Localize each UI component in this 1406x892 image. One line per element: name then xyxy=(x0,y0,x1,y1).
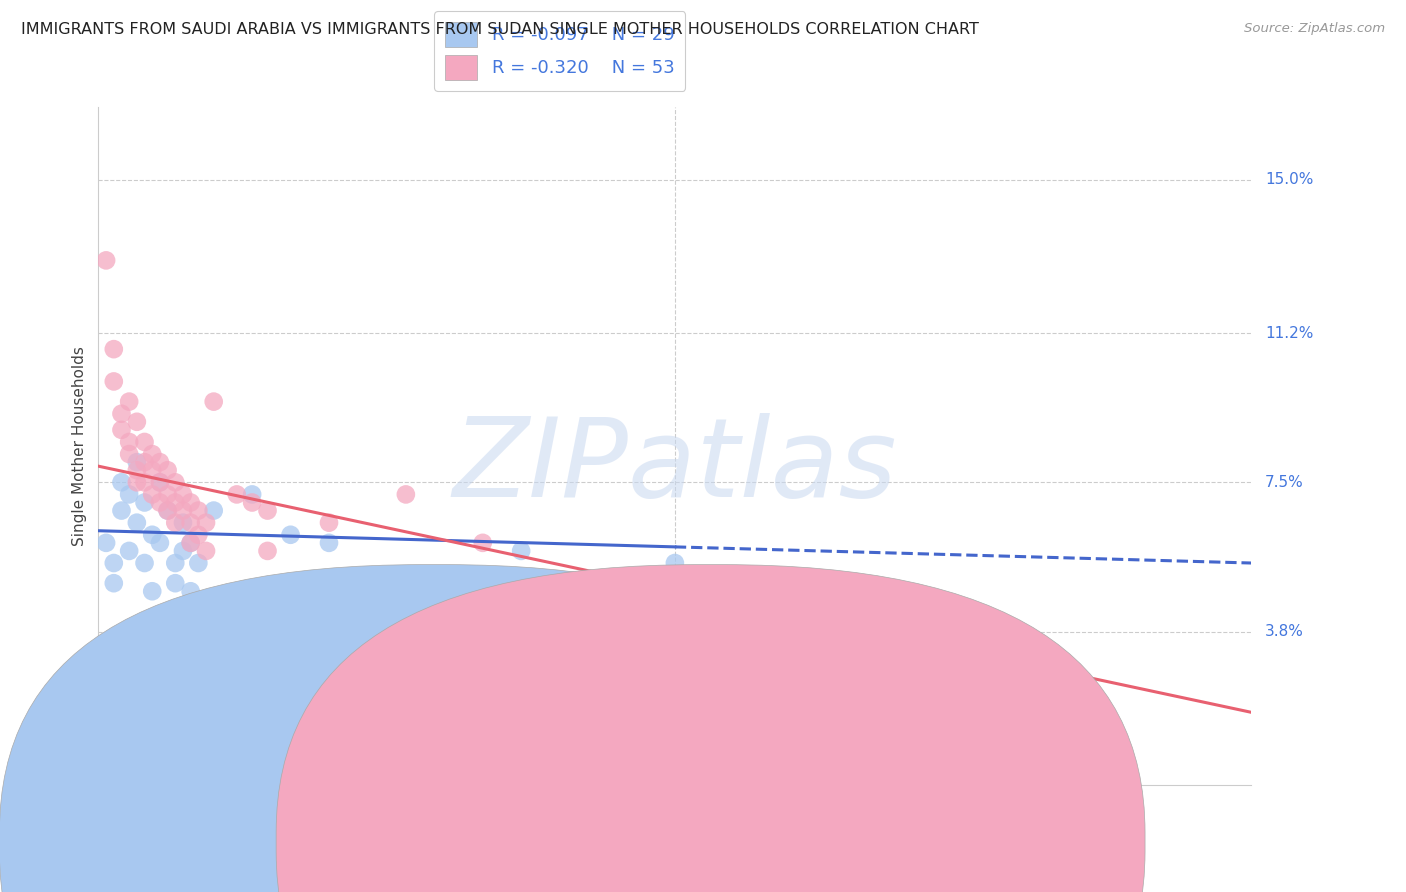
Point xyxy=(240,584,263,599)
Point xyxy=(318,536,340,550)
Point xyxy=(134,475,156,490)
Point xyxy=(510,596,533,610)
Point xyxy=(125,455,148,469)
Point xyxy=(395,487,418,501)
Point xyxy=(240,495,263,509)
Point xyxy=(172,487,194,501)
Point xyxy=(1010,689,1032,703)
Point xyxy=(103,576,125,591)
Point xyxy=(110,503,132,517)
Point xyxy=(318,584,340,599)
Point xyxy=(118,544,141,558)
Point xyxy=(156,503,179,517)
Point xyxy=(149,536,172,550)
Point xyxy=(817,665,839,679)
Text: Immigrants from Saudi Arabia: Immigrants from Saudi Arabia xyxy=(458,833,707,851)
Point xyxy=(187,528,209,542)
Point xyxy=(149,455,172,469)
Text: Immigrants from Sudan: Immigrants from Sudan xyxy=(734,833,931,851)
Point xyxy=(165,556,187,570)
Point xyxy=(149,475,172,490)
Point xyxy=(256,544,278,558)
Point xyxy=(103,375,125,389)
Point xyxy=(141,447,163,461)
Point xyxy=(202,394,225,409)
Point xyxy=(125,516,148,530)
Text: 11.2%: 11.2% xyxy=(1265,326,1313,341)
Point xyxy=(165,516,187,530)
Point xyxy=(195,544,218,558)
Point xyxy=(156,463,179,477)
Point xyxy=(141,487,163,501)
Point xyxy=(172,516,194,530)
Point xyxy=(103,556,125,570)
Point xyxy=(118,394,141,409)
Point xyxy=(280,528,302,542)
Point xyxy=(110,475,132,490)
Point xyxy=(141,528,163,542)
Point xyxy=(134,434,156,449)
Point xyxy=(356,616,378,631)
Point xyxy=(141,584,163,599)
Point xyxy=(165,475,187,490)
Point xyxy=(548,616,571,631)
Point xyxy=(225,487,247,501)
Point xyxy=(156,487,179,501)
Point xyxy=(103,342,125,356)
Point xyxy=(110,407,132,421)
Point xyxy=(118,447,141,461)
Point xyxy=(280,596,302,610)
Point xyxy=(149,475,172,490)
Point xyxy=(932,677,955,691)
Point xyxy=(240,487,263,501)
Y-axis label: Single Mother Households: Single Mother Households xyxy=(72,346,87,546)
Point xyxy=(664,556,686,570)
Point xyxy=(180,536,202,550)
Point xyxy=(125,463,148,477)
Point xyxy=(172,503,194,517)
Point xyxy=(141,463,163,477)
Point xyxy=(118,487,141,501)
Point xyxy=(187,556,209,570)
Text: 7.5%: 7.5% xyxy=(1265,475,1303,490)
Text: 3.8%: 3.8% xyxy=(1265,624,1305,640)
Point xyxy=(165,576,187,591)
Point xyxy=(156,503,179,517)
Point xyxy=(318,516,340,530)
Point xyxy=(172,544,194,558)
Text: ZIPatlas: ZIPatlas xyxy=(453,413,897,520)
Text: 15.0%: 15.0% xyxy=(1265,172,1313,187)
Point xyxy=(134,556,156,570)
Point xyxy=(94,536,117,550)
Point xyxy=(149,495,172,509)
Point xyxy=(510,544,533,558)
Text: IMMIGRANTS FROM SAUDI ARABIA VS IMMIGRANTS FROM SUDAN SINGLE MOTHER HOUSEHOLDS C: IMMIGRANTS FROM SAUDI ARABIA VS IMMIGRAN… xyxy=(21,22,979,37)
Point xyxy=(180,584,202,599)
Point xyxy=(256,503,278,517)
Point xyxy=(195,516,218,530)
Legend: R = -0.097    N = 29, R = -0.320    N = 53: R = -0.097 N = 29, R = -0.320 N = 53 xyxy=(434,11,685,91)
Point xyxy=(471,576,494,591)
Point xyxy=(110,423,132,437)
Text: Source: ZipAtlas.com: Source: ZipAtlas.com xyxy=(1244,22,1385,36)
Point xyxy=(94,253,117,268)
Point xyxy=(202,503,225,517)
Point xyxy=(180,516,202,530)
Point xyxy=(125,415,148,429)
Point xyxy=(134,455,156,469)
Text: 0.0%: 0.0% xyxy=(79,805,118,821)
Point xyxy=(134,495,156,509)
Point xyxy=(471,536,494,550)
Point xyxy=(118,434,141,449)
Point xyxy=(180,495,202,509)
Point xyxy=(125,475,148,490)
Point xyxy=(165,495,187,509)
Point xyxy=(180,536,202,550)
Point xyxy=(187,503,209,517)
